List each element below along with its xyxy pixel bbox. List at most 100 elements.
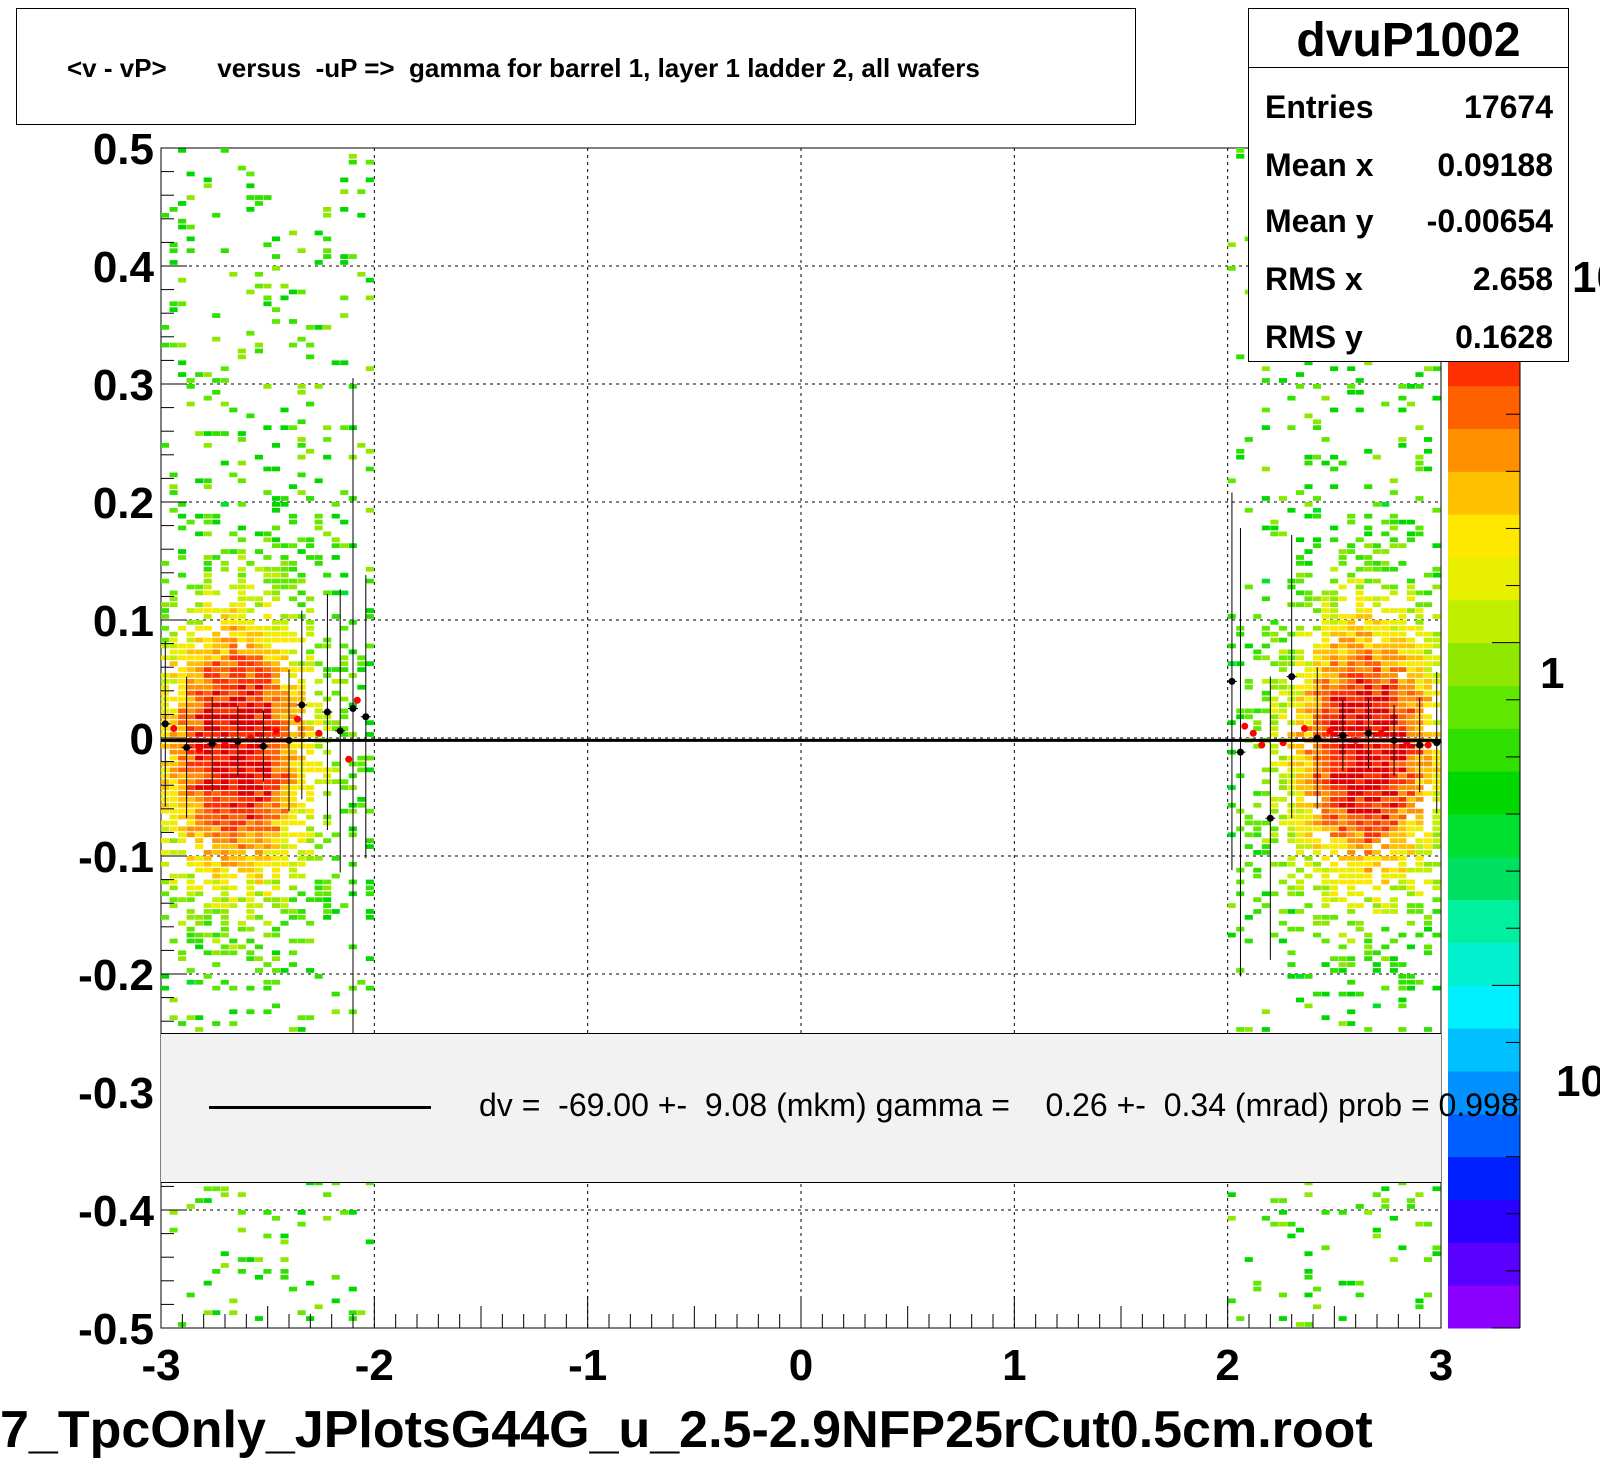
heatmap-cell xyxy=(1227,478,1236,484)
heatmap-cell xyxy=(229,407,238,413)
heatmap-cell xyxy=(246,779,255,785)
heatmap-cell xyxy=(1347,850,1356,855)
stats-label: Entries xyxy=(1265,89,1374,125)
heatmap-cell xyxy=(1295,625,1305,631)
heatmap-cell xyxy=(229,779,238,785)
heatmap-cell xyxy=(1406,673,1415,678)
heatmap-cell xyxy=(1321,873,1330,879)
heatmap-cell xyxy=(1415,838,1424,844)
heatmap-cell xyxy=(1415,979,1424,985)
heatmap-cell xyxy=(1406,519,1415,525)
heatmap-cell xyxy=(263,566,272,572)
heatmap-cell xyxy=(1347,873,1356,879)
heatmap-cell xyxy=(254,271,263,277)
heatmap-cell xyxy=(254,808,263,814)
heatmap-cell xyxy=(1321,856,1330,861)
heatmap-cell xyxy=(289,425,298,431)
profile-point-black xyxy=(1364,729,1372,737)
heatmap-cell xyxy=(1364,820,1373,826)
heatmap-cell xyxy=(1321,743,1330,749)
heatmap-cell xyxy=(1423,466,1433,472)
heatmap-cell xyxy=(237,602,246,608)
heatmap-cell xyxy=(220,767,229,773)
heatmap-cell xyxy=(220,248,229,254)
heatmap-cell xyxy=(365,643,374,649)
heatmap-cell xyxy=(1313,838,1322,844)
heatmap-cell xyxy=(220,915,229,920)
heatmap-cell xyxy=(271,584,281,590)
heatmap-cell xyxy=(1364,938,1373,944)
heatmap-cell xyxy=(1261,850,1270,855)
heatmap-cell xyxy=(1304,454,1313,460)
heatmap-cell xyxy=(178,726,187,731)
heatmap-cell xyxy=(254,879,263,885)
heatmap-cell xyxy=(1415,466,1424,472)
stats-value: 17674 xyxy=(1464,89,1553,125)
heatmap-cell xyxy=(323,212,332,218)
heatmap-cell xyxy=(1406,714,1415,720)
heatmap-cell xyxy=(1355,926,1364,932)
heatmap-cell xyxy=(1287,856,1296,861)
heatmap-cell xyxy=(297,289,306,295)
palette-segment xyxy=(1448,1028,1520,1072)
heatmap-cell xyxy=(1304,861,1313,867)
heatmap-cell xyxy=(195,785,204,790)
heatmap-cell xyxy=(1372,620,1381,625)
heatmap-cell xyxy=(169,838,178,844)
heatmap-cell xyxy=(1347,519,1356,525)
heatmap-cell xyxy=(1330,679,1339,684)
heatmap-cell xyxy=(1355,749,1364,755)
heatmap-cell xyxy=(1270,620,1279,625)
heatmap-cell xyxy=(1278,708,1287,714)
heatmap-cell xyxy=(271,873,281,879)
heatmap-cell xyxy=(237,832,246,838)
heatmap-cell xyxy=(1287,1233,1296,1239)
heatmap-cell xyxy=(1278,814,1287,820)
heatmap-cell xyxy=(1287,950,1296,956)
heatmap-cell xyxy=(220,608,229,613)
heatmap-cell xyxy=(1364,566,1373,572)
heatmap-cell xyxy=(1406,679,1415,684)
heatmap-cell xyxy=(212,708,221,714)
heatmap-cell xyxy=(331,614,340,619)
heatmap-cell xyxy=(297,1221,306,1227)
heatmap-cell xyxy=(1389,620,1398,625)
heatmap-cell xyxy=(263,702,272,708)
heatmap-cell xyxy=(203,802,212,808)
heatmap-cell xyxy=(195,832,204,838)
heatmap-cell xyxy=(1304,732,1313,737)
heatmap-cell xyxy=(1406,791,1415,796)
heatmap-cell xyxy=(1330,791,1339,796)
heatmap-cell xyxy=(314,690,323,696)
heatmap-cell xyxy=(1295,879,1305,885)
heatmap-cell xyxy=(203,749,212,755)
heatmap-cell xyxy=(178,785,187,790)
heatmap-cell xyxy=(195,856,204,861)
heatmap-cell xyxy=(178,148,187,153)
heatmap-cell xyxy=(1338,897,1347,903)
heatmap-cell xyxy=(254,850,263,855)
heatmap-cell xyxy=(1372,885,1381,891)
heatmap-cell xyxy=(229,602,238,608)
heatmap-cell xyxy=(1364,513,1373,519)
heatmap-cell xyxy=(178,832,187,838)
heatmap-cell xyxy=(297,856,306,861)
heatmap-cell xyxy=(254,873,263,879)
heatmap-cell xyxy=(1261,891,1270,897)
heatmap-cell xyxy=(237,661,246,667)
heatmap-cell xyxy=(1295,561,1305,566)
heatmap-cell xyxy=(237,785,246,790)
heatmap-cell xyxy=(254,690,263,696)
heatmap-cell xyxy=(1381,1204,1390,1209)
heatmap-cell xyxy=(1321,614,1330,619)
heatmap-cell xyxy=(1347,802,1356,808)
heatmap-cell xyxy=(229,850,238,855)
heatmap-cell xyxy=(323,879,332,885)
heatmap-cell xyxy=(1321,844,1330,849)
heatmap-cell xyxy=(195,755,204,761)
heatmap-cell xyxy=(1364,631,1373,637)
heatmap-cell xyxy=(263,879,272,885)
heatmap-cell xyxy=(1261,690,1270,696)
heatmap-cell xyxy=(1253,873,1262,879)
heatmap-cell xyxy=(203,572,212,578)
